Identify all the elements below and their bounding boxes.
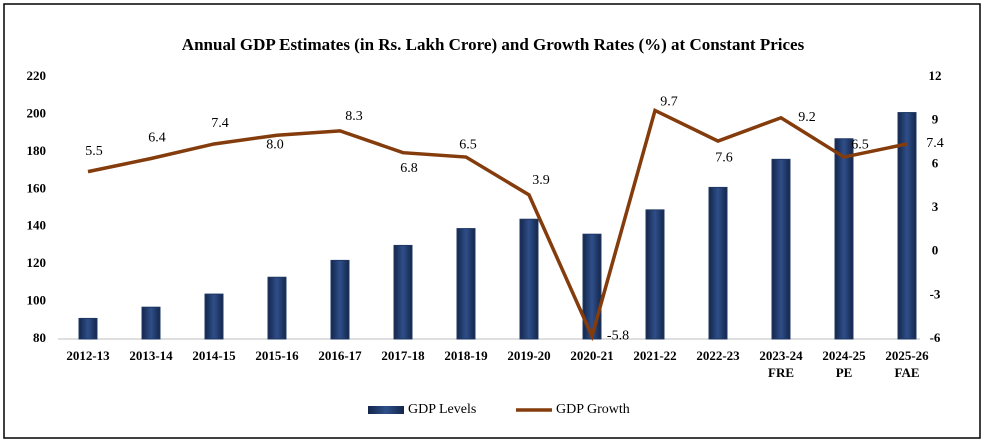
data-label: 8.3 xyxy=(345,109,363,124)
data-label: 7.4 xyxy=(926,136,944,151)
y2-tick-label: 12 xyxy=(929,68,942,83)
frame xyxy=(3,3,981,439)
y2-tick-label: 3 xyxy=(932,199,939,214)
x-tick-label: 2024-25 PE xyxy=(822,348,866,380)
bar xyxy=(897,112,917,340)
y-tick-label: 220 xyxy=(27,68,47,83)
x-tick-label: 2020-21 xyxy=(570,348,613,363)
legend-label: GDP Growth xyxy=(556,402,630,417)
chart-title: Annual GDP Estimates (in Rs. Lakh Crore)… xyxy=(182,35,805,54)
bar xyxy=(645,209,665,340)
legend-label: GDP Levels xyxy=(408,402,476,417)
data-label: 8.0 xyxy=(266,137,284,152)
data-label: 9.7 xyxy=(660,95,678,110)
x-tick-label: 2019-20 xyxy=(507,348,550,363)
x-tick-label: 2016-17 xyxy=(318,348,362,363)
y-tick-label: 160 xyxy=(27,180,47,195)
bar xyxy=(708,186,728,340)
x-tick-label: 2017-18 xyxy=(381,348,425,363)
data-label: 7.4 xyxy=(211,116,229,131)
y-tick-label: 80 xyxy=(33,330,46,345)
x-tick-label: 2022-23 xyxy=(696,348,740,363)
y-tick-label: 180 xyxy=(27,143,47,158)
y2-tick-label: -3 xyxy=(930,286,941,301)
x-tick-label: 2018-19 xyxy=(444,348,488,363)
x-tick-label: 2015-16 xyxy=(255,348,299,363)
bar xyxy=(141,306,161,340)
data-label: 6.5 xyxy=(851,137,869,152)
data-label: 6.5 xyxy=(459,137,477,152)
bar xyxy=(204,293,224,340)
y2-tick-label: 9 xyxy=(932,112,939,127)
data-label: 9.2 xyxy=(798,110,816,125)
growth-line xyxy=(87,107,908,342)
y-tick-label: 120 xyxy=(27,255,47,270)
data-label: 3.9 xyxy=(532,173,550,188)
bar xyxy=(456,228,476,340)
legend-swatch xyxy=(368,406,404,414)
data-label: 5.5 xyxy=(85,144,103,159)
data-label: 7.6 xyxy=(715,150,733,165)
y-tick-label: 100 xyxy=(27,293,47,308)
y-tick-label: 140 xyxy=(27,218,47,233)
x-tick-label: 2021-22 xyxy=(633,348,676,363)
bar xyxy=(393,244,413,340)
y2-tick-label: 0 xyxy=(932,243,939,258)
y2-tick-label: -6 xyxy=(930,330,941,345)
x-tick-label: 2023-24 FRE xyxy=(759,348,803,380)
x-tick-label: 2012-13 xyxy=(66,348,110,363)
bar xyxy=(834,138,854,340)
data-label: -5.8 xyxy=(607,328,629,343)
bar xyxy=(78,317,98,340)
bar xyxy=(771,158,791,340)
x-tick-label: 2025-26 FAE xyxy=(885,348,929,380)
y2-tick-label: 6 xyxy=(932,155,939,170)
bar xyxy=(330,259,350,340)
x-tick-label: 2013-14 xyxy=(129,348,173,363)
data-label: 6.4 xyxy=(148,131,166,146)
bar xyxy=(267,276,287,340)
x-tick-label: 2014-15 xyxy=(192,348,236,363)
data-label: 6.8 xyxy=(400,161,418,176)
bar xyxy=(519,218,539,340)
y-tick-label: 200 xyxy=(27,105,47,120)
